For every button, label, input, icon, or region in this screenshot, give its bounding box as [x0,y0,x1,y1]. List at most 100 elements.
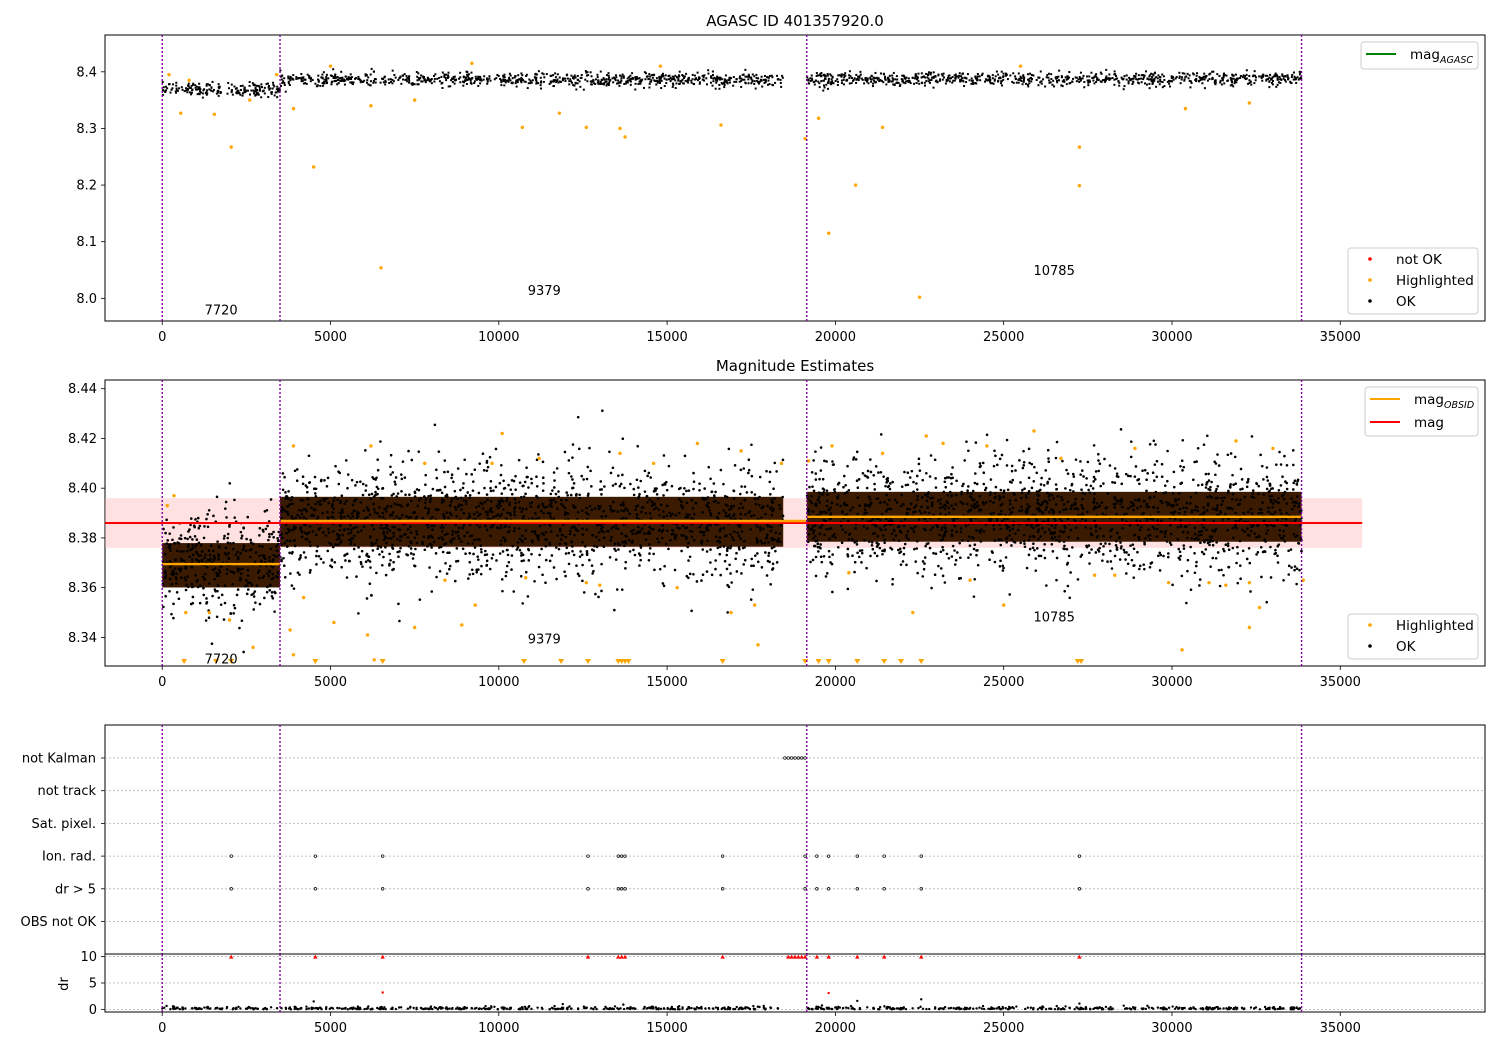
ok-point [995,519,999,522]
ok-point [236,90,239,93]
ok-point [249,541,253,544]
ok-point [581,540,584,544]
ok-point [501,589,504,593]
ok-point [736,524,740,527]
ok-point [177,597,181,601]
ok-point [456,467,460,470]
ok-point [363,79,366,82]
ok-point [714,567,717,571]
ok-point [382,538,386,542]
ok-point [538,553,541,557]
ok-point [1148,442,1152,446]
ok-point [1057,75,1060,78]
ok-point [1291,507,1294,511]
ok-point [1028,461,1031,465]
ok-point [991,82,994,85]
ok-point [822,89,825,92]
ok-point [1293,479,1297,483]
ok-point [520,510,523,513]
ok-point [1208,494,1212,498]
ok-point [554,76,557,79]
ok-point [939,78,942,81]
ok-point [522,514,525,518]
ok-point [767,79,770,82]
ok-point [519,79,522,82]
ok-point [544,544,548,548]
ok-point [1050,542,1054,546]
ok-point [988,558,991,562]
ok-point [967,556,970,559]
ok-point [380,523,383,527]
ok-point [359,480,362,483]
ok-point [815,74,818,77]
ok-point [669,539,672,542]
ok-point [199,584,202,587]
ok-point [1245,73,1248,76]
ok-point [284,497,288,501]
ok-point [404,493,407,497]
ok-point [450,498,454,501]
ok-point [553,79,556,82]
ok-point [1050,536,1054,539]
ok-point [385,510,388,513]
ok-point [280,78,283,81]
ok-point [1009,74,1012,77]
ok-point [549,81,552,84]
highlighted-point [212,112,217,116]
ok-point [908,79,911,82]
ok-point [1032,542,1035,546]
ok-point [880,79,883,82]
ok-point [236,557,240,561]
ok-point [388,552,391,556]
ok-point [503,486,507,490]
ok-point [188,86,191,89]
ok-point [516,546,520,549]
ok-point [779,81,782,84]
ok-point [907,81,910,84]
ok-point [875,525,878,528]
ok-point [188,528,191,531]
ok-point [622,75,625,78]
ok-point [271,558,275,561]
ok-point [1037,84,1040,87]
ok-point [338,77,341,80]
ok-point [477,558,480,561]
ok-point [872,82,875,85]
ok-point [351,515,355,518]
ok-point [916,76,919,79]
ok-point [950,555,954,558]
ok-point [599,505,602,508]
ok-point [1262,493,1266,496]
ok-point [815,72,818,75]
ok-point [1298,73,1301,76]
ok-point [1197,534,1200,537]
ok-point [482,468,486,472]
ok-point [353,499,356,503]
ok-point [605,74,608,77]
ok-point [279,69,282,72]
ok-point [829,506,832,509]
ok-point [1097,469,1100,473]
ok-point [630,541,634,544]
ok-point [613,547,616,551]
ok-point [552,85,555,88]
ok-point [335,532,339,536]
ok-point [511,81,514,84]
ok-point [1104,80,1107,83]
ok-point [1179,464,1182,468]
ok-point [205,597,208,600]
ok-point [726,583,729,587]
ok-point [737,546,741,549]
ok-point [654,80,657,83]
ok-point [741,78,744,81]
ok-point [993,78,996,81]
ok-point [191,585,195,588]
ok-point [365,506,369,509]
ok-point [1203,72,1206,75]
ok-point [876,78,879,81]
ok-point [391,78,394,81]
ok-point [513,506,516,510]
ok-point [846,587,850,591]
ok-point [495,559,498,562]
ok-point [575,88,578,91]
